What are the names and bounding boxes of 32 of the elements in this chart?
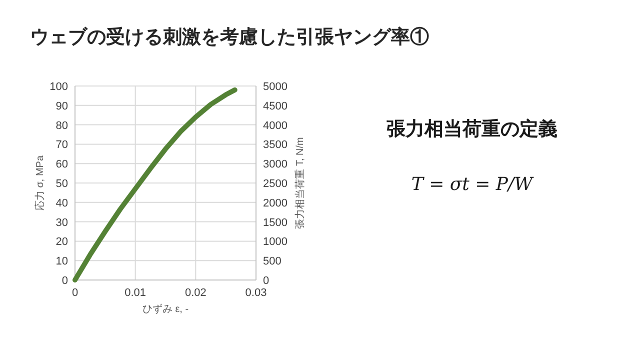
text: 張力相当荷重の定義 bbox=[386, 118, 558, 140]
y-tick-label: 100 bbox=[50, 81, 68, 93]
y2-tick-label: 0 bbox=[263, 275, 270, 287]
y2-tick-label: 1500 bbox=[263, 216, 288, 229]
y2-tick-label: 3500 bbox=[263, 139, 288, 152]
y2-axis-title: 張力相当荷重 T, N/m bbox=[294, 137, 306, 229]
y2-tick-label: 4000 bbox=[263, 120, 288, 132]
y2-tick-label: 3000 bbox=[263, 158, 288, 171]
y-tick-label: 10 bbox=[56, 256, 68, 268]
y-tick-label: 0 bbox=[62, 275, 68, 287]
y-tick-label: 70 bbox=[56, 139, 68, 152]
x-axis-title: ひずみ ε, - bbox=[142, 303, 189, 315]
y2-tick-label: 5000 bbox=[263, 81, 288, 93]
y2-tick-label: 4500 bbox=[263, 100, 288, 112]
y-tick-label: 80 bbox=[56, 120, 68, 132]
y-tick-label: 20 bbox=[56, 236, 68, 248]
y2-tick-label: 2000 bbox=[263, 197, 288, 210]
x-tick-label: 0.03 bbox=[245, 287, 267, 299]
y-axis-title: 応力 σ, MPa bbox=[34, 155, 46, 211]
y-tick-label: 30 bbox=[56, 216, 68, 229]
x-tick-label: 0 bbox=[72, 287, 78, 299]
y-tick-label: 40 bbox=[56, 197, 68, 210]
y2-tick-label: 1000 bbox=[263, 236, 288, 248]
y2-tick-label: 2500 bbox=[263, 178, 288, 190]
y-tick-label: 60 bbox=[56, 158, 68, 171]
y-tick-label: 50 bbox=[56, 178, 68, 190]
x-tick-label: 0.01 bbox=[124, 287, 146, 299]
x-tick-label: 0.02 bbox=[184, 287, 206, 299]
chart-title: ウェブの受ける刺激を考慮した引張ヤング率① bbox=[30, 26, 429, 48]
y-tick-label: 90 bbox=[56, 100, 68, 112]
text: T = σt = P/W bbox=[411, 174, 534, 195]
y2-tick-label: 500 bbox=[263, 256, 282, 268]
